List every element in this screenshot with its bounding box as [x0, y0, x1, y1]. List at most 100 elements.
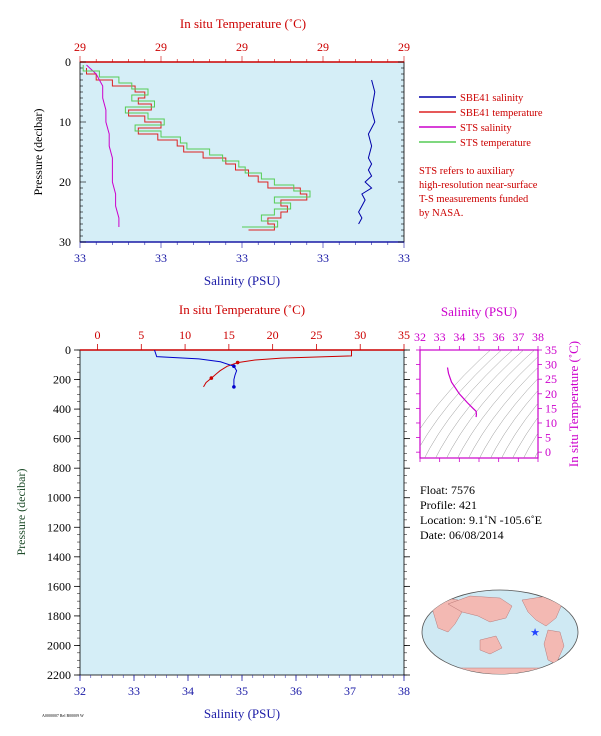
- ts-temperature-tick-label: 30: [545, 358, 557, 372]
- pressure-tick-label: 200: [53, 373, 71, 387]
- top-temp-tick-label: 29: [155, 40, 167, 54]
- main-temperature-axis-title: In situ Temperature (˚C): [179, 302, 305, 317]
- top-profile-panel: In situ Temperature (˚C) 29 29 29 29 29 …: [31, 16, 410, 288]
- ts-temperature-tick-label: 10: [545, 416, 557, 430]
- full-profile-panel: 0 5 10 15 20 25 30 35 32 33 34 35 36 37 38 0 200 400 600 80…: [14, 302, 410, 721]
- salinity-sample-point: [232, 385, 236, 389]
- top-temperature-axis-title: In situ Temperature (˚C): [180, 16, 306, 31]
- float-id: Float: 7576: [420, 483, 475, 497]
- temperature-tick-label: 30: [354, 328, 366, 342]
- top-plot-area: [79, 61, 405, 243]
- density-contour-line: [490, 390, 538, 458]
- top-sal-tick-label: 33: [398, 251, 410, 265]
- top-salinity-axis-title: Salinity (PSU): [204, 273, 280, 288]
- density-contour-line: [420, 350, 491, 430]
- main-pressure-axis-title: Pressure (decibar): [14, 469, 28, 556]
- pressure-tick-label: 800: [53, 461, 71, 475]
- temperature-tick-label: 35: [398, 328, 410, 342]
- salinity-tick-label: 35: [236, 684, 248, 698]
- temperature-tick-label: 25: [310, 328, 322, 342]
- pressure-tick-label: 1400: [47, 550, 71, 564]
- legend: SBE41 salinity SBE41 temperature STS sal…: [419, 93, 543, 219]
- pressure-tick-label: 2200: [47, 668, 71, 682]
- land-australia: [479, 635, 503, 655]
- footer-id: A0000007 Rel B00009 W: [42, 713, 84, 718]
- salinity-tick-label: 38: [398, 684, 410, 698]
- density-contour-line: [512, 417, 538, 458]
- location: Location: 9.1˚N -105.6˚E: [420, 513, 542, 527]
- top-series-group: [82, 64, 376, 231]
- series-line-sbe41-salinity: [358, 79, 376, 225]
- ts-plot-area: [419, 349, 539, 459]
- top-pressure-tick-label: 20: [59, 175, 71, 189]
- profile-number: Profile: 421: [420, 498, 477, 512]
- salinity-tick-label: 37: [344, 684, 356, 698]
- density-contour-line: [457, 356, 538, 458]
- temperature-sample-point: [235, 360, 240, 365]
- top-temp-tick-label: 29: [74, 40, 86, 54]
- top-sal-tick-label: 33: [236, 251, 248, 265]
- main-series-group: [154, 350, 352, 389]
- float-info: Float: 7576 Profile: 421 Location: 9.1˚N…: [420, 483, 542, 542]
- date: Date: 06/08/2014: [420, 528, 504, 542]
- sts-note-line: by NASA.: [419, 208, 463, 219]
- top-pressure-tick-label: 10: [59, 115, 71, 129]
- density-contour-line: [468, 367, 538, 458]
- density-contour-line: [523, 432, 538, 458]
- series-line-sts-temperature: [82, 65, 311, 228]
- series-line-sbe41-temperature: [86, 68, 308, 231]
- density-contour-line: [435, 350, 524, 458]
- temperature-tick-label: 15: [223, 328, 235, 342]
- ts-temperature-axis-title: In situ Temperature (˚C): [566, 341, 581, 467]
- float-location-marker: ★: [530, 627, 540, 639]
- ts-temperature-tick-label: 20: [545, 387, 557, 401]
- sts-note-line: T-S measurements funded: [419, 194, 529, 205]
- legend-label: STS salinity: [460, 123, 512, 134]
- salinity-tick-label: 36: [290, 684, 302, 698]
- pressure-tick-label: 1200: [47, 520, 71, 534]
- pressure-tick-label: 1600: [47, 579, 71, 593]
- top-pressure-tick-label: 0: [65, 55, 71, 69]
- main-salinity-axis-title: Salinity (PSU): [204, 706, 280, 721]
- ts-salinity-tick-label: 34: [453, 330, 465, 344]
- top-pressure-axis-title: Pressure (decibar): [31, 109, 45, 196]
- top-temp-tick-label: 29: [398, 40, 410, 54]
- ts-salinity-axis-title: Salinity (PSU): [441, 304, 517, 319]
- top-sal-tick-label: 33: [155, 251, 167, 265]
- density-contour-line: [479, 378, 538, 458]
- temperature-tick-label: 5: [138, 328, 144, 342]
- density-contour-line: [446, 350, 535, 458]
- ts-salinity-tick-label: 38: [532, 330, 544, 344]
- ts-salinity-tick-label: 37: [512, 330, 524, 344]
- top-temp-tick-label: 29: [317, 40, 329, 54]
- ts-density-contours: [420, 350, 538, 458]
- map-land: [431, 595, 565, 674]
- temperature-profile-line: [203, 350, 352, 388]
- top-sal-tick-label: 33: [74, 251, 86, 265]
- world-map: ★: [421, 589, 579, 675]
- pressure-tick-label: 1000: [47, 491, 71, 505]
- ts-temperature-tick-label: 25: [545, 372, 557, 386]
- salinity-sample-point: [232, 364, 236, 369]
- ts-series-group: [446, 367, 478, 418]
- pressure-tick-label: 2000: [47, 638, 71, 652]
- ts-salinity-tick-label: 32: [414, 330, 426, 344]
- temperature-sample-point: [209, 376, 214, 380]
- density-contour-line: [420, 350, 502, 447]
- top-minor-ticks: [79, 56, 405, 248]
- sts-note-line: STS refers to auxiliary: [419, 166, 515, 177]
- legend-label: STS temperature: [460, 138, 531, 149]
- ts-temperature-tick-label: 15: [545, 401, 557, 415]
- ts-salinity-tick-label: 36: [493, 330, 505, 344]
- top-sal-tick-label: 33: [317, 251, 329, 265]
- land-asia: [447, 595, 513, 623]
- temperature-tick-label: 0: [95, 328, 101, 342]
- legend-label: SBE41 salinity: [460, 93, 524, 104]
- pressure-tick-label: 400: [53, 402, 71, 416]
- ts-salinity-tick-label: 33: [434, 330, 446, 344]
- pressure-tick-label: 0: [65, 343, 71, 357]
- legend-label: SBE41 temperature: [460, 108, 543, 119]
- series-line-sts-salinity: [86, 64, 120, 227]
- land-antarctica: [449, 667, 551, 674]
